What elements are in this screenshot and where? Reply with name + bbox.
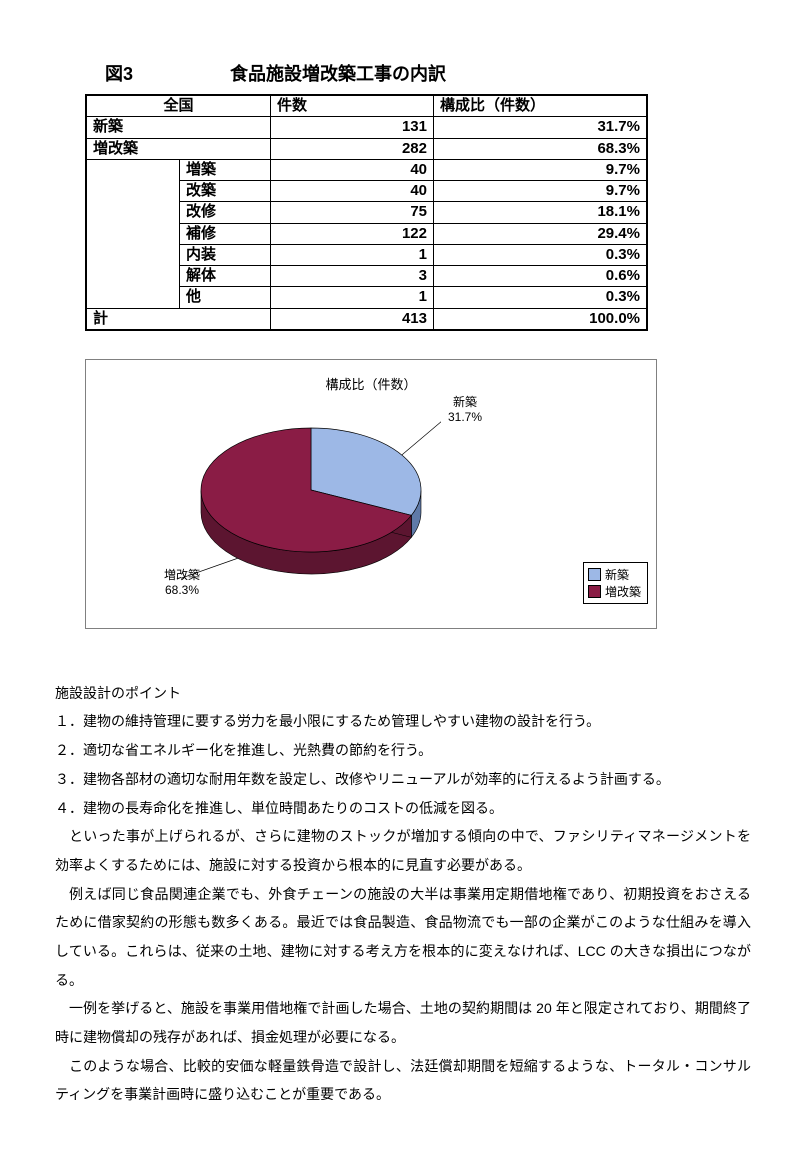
- pie-label-1-name: 増改築: [164, 568, 200, 584]
- row-count: 1: [271, 287, 434, 308]
- table-row: 他10.3%: [86, 287, 647, 308]
- paragraph: 例えば同じ食品関連企業でも、外食チェーンの施設の大半は事業用定期借地権であり、初…: [55, 880, 751, 995]
- legend-text-1: 増改築: [605, 583, 641, 600]
- legend-row-1: 増改築: [588, 583, 641, 600]
- row-subcategory: 改築: [180, 181, 271, 202]
- total-count: 413: [271, 308, 434, 330]
- table-row: 新築13131.7%: [86, 117, 647, 138]
- numbered-point: ３．建物各部材の適切な耐用年数を設定し、改修やリニューアルが効率的に行えるよう計…: [55, 765, 751, 794]
- numbered-point: ２．適切な省エネルギー化を推進し、光熱費の節約を行う。: [55, 736, 751, 765]
- row-count: 282: [271, 138, 434, 159]
- legend-row-0: 新築: [588, 566, 641, 583]
- pie-label-1: 増改築 68.3%: [164, 568, 200, 599]
- row-category-empty: [86, 266, 180, 287]
- total-label: 計: [86, 308, 271, 330]
- breakdown-table: 全国 件数 構成比（件数） 新築13131.7%増改築28268.3%増築409…: [85, 94, 648, 331]
- table-header-row: 全国 件数 構成比（件数）: [86, 95, 647, 117]
- row-category-empty: [86, 181, 180, 202]
- figure-title: 図3 食品施設増改築工事の内訳: [105, 60, 751, 86]
- body-text: 施設設計のポイント １．建物の維持管理に要する労力を最小限にするため管理しやすい…: [55, 679, 751, 1109]
- pie-label-0: 新築 31.7%: [448, 395, 482, 426]
- table-row: 解体30.6%: [86, 266, 647, 287]
- numbered-point: １．建物の維持管理に要する労力を最小限にするため管理しやすい建物の設計を行う。: [55, 707, 751, 736]
- breakdown-table-container: 全国 件数 構成比（件数） 新築13131.7%増改築28268.3%増築409…: [85, 94, 751, 331]
- row-category-empty: [86, 287, 180, 308]
- row-ratio: 0.3%: [434, 287, 648, 308]
- row-subcategory: 改修: [180, 202, 271, 223]
- legend-text-0: 新築: [605, 566, 629, 583]
- row-ratio: 9.7%: [434, 181, 648, 202]
- row-category: 増改築: [86, 138, 271, 159]
- header-category: 全国: [86, 95, 271, 117]
- row-category: 新築: [86, 117, 271, 138]
- row-count: 75: [271, 202, 434, 223]
- figure-title-text: 食品施設増改築工事の内訳: [230, 64, 446, 84]
- total-ratio: 100.0%: [434, 308, 648, 330]
- row-count: 1: [271, 244, 434, 265]
- pie-chart-title: 構成比（件数）: [86, 374, 656, 393]
- row-ratio: 18.1%: [434, 202, 648, 223]
- row-subcategory: 補修: [180, 223, 271, 244]
- pie-legend: 新築 増改築: [583, 562, 648, 604]
- pie-chart-container: 構成比（件数） 新築 31.7% 増改築 68.3% 新築 増改築: [85, 359, 657, 629]
- row-count: 131: [271, 117, 434, 138]
- pie-label-0-name: 新築: [448, 395, 482, 411]
- row-subcategory: 内装: [180, 244, 271, 265]
- pie-label-1-pct: 68.3%: [164, 583, 200, 599]
- pie-chart: [181, 405, 441, 605]
- row-ratio: 9.7%: [434, 159, 648, 180]
- row-ratio: 29.4%: [434, 223, 648, 244]
- row-count: 3: [271, 266, 434, 287]
- row-category-empty: [86, 223, 180, 244]
- table-row: 改築409.7%: [86, 181, 647, 202]
- row-category-empty: [86, 159, 180, 180]
- header-ratio: 構成比（件数）: [434, 95, 648, 117]
- row-subcategory: 他: [180, 287, 271, 308]
- row-ratio: 0.3%: [434, 244, 648, 265]
- header-count: 件数: [271, 95, 434, 117]
- paragraph: 一例を挙げると、施設を事業用借地権で計画した場合、土地の契約期間は 20 年と限…: [55, 994, 751, 1051]
- paragraph: といった事が上げられるが、さらに建物のストックが増加する傾向の中で、ファシリティ…: [55, 822, 751, 879]
- table-row: 内装10.3%: [86, 244, 647, 265]
- row-ratio: 68.3%: [434, 138, 648, 159]
- legend-swatch-1: [588, 585, 601, 598]
- row-count: 40: [271, 181, 434, 202]
- row-subcategory: 解体: [180, 266, 271, 287]
- paragraph: このような場合、比較的安価な軽量鉄骨造で設計し、法廷償却期間を短縮するような、ト…: [55, 1052, 751, 1109]
- table-total-row: 計 413 100.0%: [86, 308, 647, 330]
- numbered-point: ４．建物の長寿命化を推進し、単位時間あたりのコストの低減を図る。: [55, 794, 751, 823]
- section-heading: 施設設計のポイント: [55, 679, 751, 708]
- pie-label-0-pct: 31.7%: [448, 410, 482, 426]
- row-category-empty: [86, 202, 180, 223]
- row-ratio: 0.6%: [434, 266, 648, 287]
- row-subcategory: 増築: [180, 159, 271, 180]
- row-category-empty: [86, 244, 180, 265]
- table-row: 増築409.7%: [86, 159, 647, 180]
- legend-swatch-0: [588, 568, 601, 581]
- table-row: 改修7518.1%: [86, 202, 647, 223]
- row-count: 122: [271, 223, 434, 244]
- figure-number: 図3: [105, 60, 225, 86]
- table-row: 補修12229.4%: [86, 223, 647, 244]
- table-row: 増改築28268.3%: [86, 138, 647, 159]
- row-count: 40: [271, 159, 434, 180]
- row-ratio: 31.7%: [434, 117, 648, 138]
